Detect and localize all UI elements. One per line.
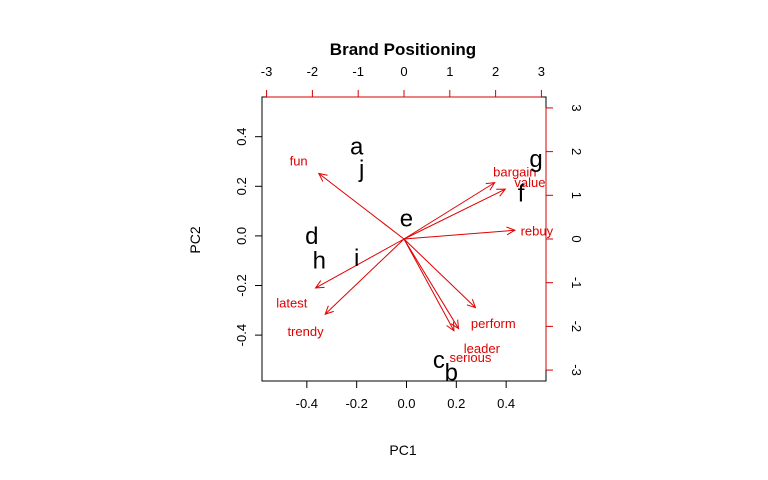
- loading-arrowhead-rebuy: [506, 226, 516, 236]
- loading-label-fun: fun: [290, 153, 308, 168]
- loading-arrow-perform: [403, 238, 476, 308]
- brand-points: aj gf e dh i c b: [305, 134, 543, 387]
- brand-point-c: c: [433, 347, 445, 374]
- loading-label-value: value: [514, 175, 545, 190]
- brand-point-a: a: [350, 134, 364, 161]
- brand-point-h: h: [313, 248, 326, 275]
- brand-point-d: d: [305, 223, 318, 250]
- brand-point-j: j: [358, 156, 364, 183]
- loading-arrowhead-value: [496, 188, 507, 197]
- y-tick-label: 0.0: [234, 227, 249, 245]
- loading-label-trendy: trendy: [287, 324, 324, 339]
- top-tick-label: -1: [352, 64, 364, 79]
- loading-arrow-leader: [403, 238, 459, 329]
- loading-arrow-rebuy: [403, 229, 515, 240]
- top-tick-label: 1: [446, 64, 453, 79]
- loading-arrowhead-serious: [446, 321, 455, 332]
- loading-label-bargain: bargain: [493, 164, 536, 179]
- loading-label-latest: latest: [276, 295, 307, 310]
- x-tick-label: 0.2: [447, 396, 465, 411]
- right-tick-label: 1: [569, 192, 584, 199]
- brand-point-g: g: [529, 146, 542, 173]
- loading-arrow-value: [403, 188, 506, 240]
- loading-arrow-latest: [315, 238, 405, 289]
- y-tick-label: 0.4: [234, 128, 249, 146]
- top-tick-label: 0: [400, 64, 407, 79]
- right-tick-label: 3: [569, 104, 584, 111]
- y-tick-label: -0.2: [234, 274, 249, 296]
- x-axis-label: PC1: [389, 442, 416, 458]
- brand-point-b: b: [445, 359, 458, 386]
- right-tick-label: -2: [569, 321, 584, 333]
- y-tick-label: -0.4: [234, 324, 249, 346]
- x-tick-label: 0.4: [497, 396, 515, 411]
- brand-point-f: f: [518, 181, 525, 208]
- top-tick-label: 3: [538, 64, 545, 79]
- loading-label-rebuy: rebuy: [521, 223, 554, 238]
- loading-arrowhead-fun: [317, 172, 328, 182]
- y-axis-label: PC2: [187, 226, 203, 253]
- right-tick-label: 2: [569, 148, 584, 155]
- loading-arrow-serious: [403, 238, 455, 331]
- brand-point-i: i: [354, 245, 359, 272]
- top-tick-label: -3: [261, 64, 273, 79]
- axis-ticks: -0.4 -0.2 0.0 0.2 0.4 -0.4 -0.2 0.0 0.2 0.4 -3 -2 -1…: [234, 64, 584, 411]
- loading-arrowhead-trendy: [324, 305, 334, 315]
- brand-point-e: e: [400, 206, 413, 233]
- loading-label-perform: perform: [471, 316, 516, 331]
- chart-title: Brand Positioning: [330, 40, 476, 59]
- loading-label-leader: leader: [464, 341, 501, 356]
- loading-arrow-trendy: [324, 238, 405, 315]
- x-tick-label: -0.4: [296, 396, 318, 411]
- loading-arrowhead-latest: [314, 280, 325, 289]
- right-tick-label: 0: [569, 235, 584, 242]
- top-tick-label: -2: [307, 64, 319, 79]
- right-tick-label: -1: [569, 277, 584, 289]
- y-tick-label: 0.2: [234, 177, 249, 195]
- loading-arrow-bargain: [403, 182, 495, 240]
- right-tick-label: -3: [569, 364, 584, 376]
- loading-arrowhead-perform: [466, 298, 477, 309]
- loading-label-serious: serious: [449, 350, 491, 365]
- top-tick-label: 2: [492, 64, 499, 79]
- loading-arrow-fun: [318, 173, 405, 240]
- x-tick-label: -0.2: [345, 396, 367, 411]
- loading-arrowhead-bargain: [485, 182, 496, 191]
- x-tick-label: 0.0: [397, 396, 415, 411]
